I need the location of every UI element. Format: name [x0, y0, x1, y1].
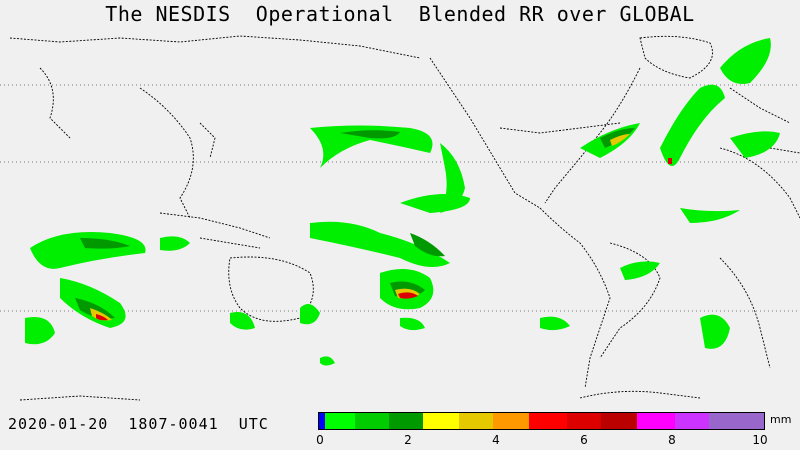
scale-segment [529, 413, 567, 429]
scale-segment [709, 413, 764, 429]
scale-unit: mm [770, 413, 792, 426]
time-range-label: 1807-0041 [128, 415, 219, 433]
scale-segment [423, 413, 459, 429]
scale-segment [601, 413, 637, 429]
scale-tick-label: 0 [316, 433, 324, 447]
color-scale-bar [318, 412, 765, 430]
scale-segment [319, 413, 325, 429]
scale-segment [459, 413, 493, 429]
scale-segment [493, 413, 529, 429]
scale-segment [567, 413, 601, 429]
precipitation-extreme [96, 158, 672, 321]
global-rainrate-map [0, 35, 800, 401]
timezone-label: UTC [238, 415, 269, 433]
date-label: 2020-01-20 [8, 415, 109, 433]
scale-segment [637, 413, 675, 429]
timestamp: 2020-01-20 1807-0041 UTC [8, 415, 269, 433]
scale-segment [389, 413, 423, 429]
precipitation-heavy [75, 128, 635, 319]
latitude-gridlines [0, 84, 800, 312]
scale-tick-label: 8 [668, 433, 676, 447]
coastlines [9, 35, 800, 401]
scale-tick-label: 4 [492, 433, 500, 447]
scale-segment [325, 413, 355, 429]
scale-segment [355, 413, 389, 429]
scale-tick-label: 2 [404, 433, 412, 447]
scale-tick-label: 10 [752, 433, 768, 447]
precipitation-patches [25, 38, 780, 366]
map-title: The NESDIS Operational Blended RR over G… [105, 2, 695, 26]
scale-tick-label: 6 [580, 433, 588, 447]
scale-segment [675, 413, 709, 429]
